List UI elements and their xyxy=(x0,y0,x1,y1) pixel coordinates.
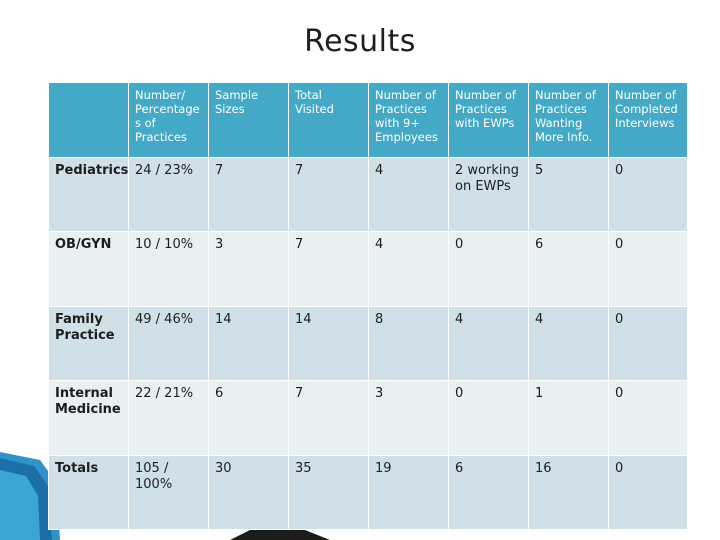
table-cell: 1 xyxy=(528,380,609,456)
table-cell: 0 xyxy=(608,231,688,307)
table-cell: 16 xyxy=(528,454,609,531)
header-cell-completed-interviews: Number of Completed Interviews xyxy=(608,82,688,158)
table-row-totals: Totals 105 / 100% 30 35 19 6 16 0 xyxy=(48,454,688,531)
table-row: Pediatrics 24 / 23% 7 7 4 2 working on E… xyxy=(48,156,688,233)
bottom-decoration xyxy=(230,528,330,540)
table-cell: 14 xyxy=(208,305,289,382)
table-cell: 4 xyxy=(448,305,529,382)
table-cell: 6 xyxy=(448,454,529,531)
table-cell: 4 xyxy=(368,231,449,307)
row-label: Family Practice xyxy=(48,305,129,382)
table-cell: 0 xyxy=(448,231,529,307)
table-cell: 7 xyxy=(288,380,369,456)
results-table: Number/ Percentage s of Practices Sample… xyxy=(48,82,688,531)
row-label: Pediatrics xyxy=(48,156,129,233)
table-cell: 3 xyxy=(208,231,289,307)
table-cell: 10 / 10% xyxy=(128,231,209,307)
header-cell-wanting-more-info: Number of Practices Wanting More Info. xyxy=(528,82,609,158)
table-row: Family Practice 49 / 46% 14 14 8 4 4 0 xyxy=(48,305,688,382)
table-row: Internal Medicine 22 / 21% 6 7 3 0 1 0 xyxy=(48,380,688,456)
table-cell: 22 / 21% xyxy=(128,380,209,456)
header-cell-with-ewps: Number of Practices with EWPs xyxy=(448,82,529,158)
table-cell: 6 xyxy=(528,231,609,307)
table-cell: 5 xyxy=(528,156,609,233)
table-cell: 7 xyxy=(288,231,369,307)
table-cell: 0 xyxy=(608,305,688,382)
header-cell-blank xyxy=(48,82,129,158)
table-cell: 24 / 23% xyxy=(128,156,209,233)
slide-title: Results xyxy=(304,24,416,59)
table-cell: 49 / 46% xyxy=(128,305,209,382)
table-cell: 4 xyxy=(368,156,449,233)
table-cell: 6 xyxy=(208,380,289,456)
corner-decoration xyxy=(0,452,60,540)
table-cell: 4 xyxy=(528,305,609,382)
header-cell-sample-sizes: Sample Sizes xyxy=(208,82,289,158)
table-cell: 19 xyxy=(368,454,449,531)
table-cell: 7 xyxy=(208,156,289,233)
table-cell: 105 / 100% xyxy=(128,454,209,531)
table-row: OB/GYN 10 / 10% 3 7 4 0 6 0 xyxy=(48,231,688,307)
table-cell: 8 xyxy=(368,305,449,382)
table-cell: 30 xyxy=(208,454,289,531)
header-cell-total-visited: Total Visited xyxy=(288,82,369,158)
table-cell: 2 working on EWPs xyxy=(448,156,529,233)
table-cell: 35 xyxy=(288,454,369,531)
row-label: Internal Medicine xyxy=(48,380,129,456)
table-cell: 0 xyxy=(608,380,688,456)
table-cell: 0 xyxy=(448,380,529,456)
table-cell: 0 xyxy=(608,454,688,531)
table-cell: 7 xyxy=(288,156,369,233)
header-cell-9plus-employees: Number of Practices with 9+ Employees xyxy=(368,82,449,158)
header-cell-number-percentage: Number/ Percentage s of Practices xyxy=(128,82,209,158)
row-label: OB/GYN xyxy=(48,231,129,307)
table-cell: 14 xyxy=(288,305,369,382)
table-cell: 3 xyxy=(368,380,449,456)
row-label: Totals xyxy=(48,454,129,531)
table-cell: 0 xyxy=(608,156,688,233)
header-row: Number/ Percentage s of Practices Sample… xyxy=(48,82,688,158)
